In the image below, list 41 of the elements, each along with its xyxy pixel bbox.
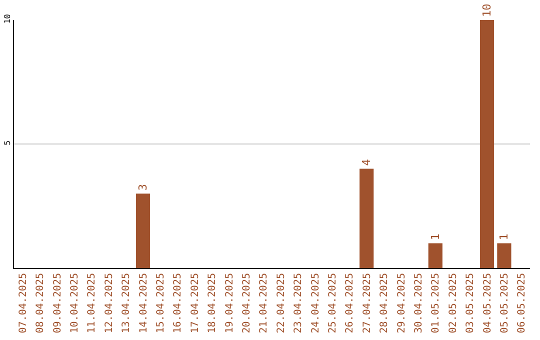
bar [136,194,150,268]
data-label: 1 [498,234,511,240]
x-tick-label: 18.04.2025 [207,273,218,334]
x-tick-label: 24.04.2025 [310,273,322,334]
x-tick-label: 08.04.2025 [35,273,46,334]
x-tick-label: 14.04.2025 [138,273,150,334]
x-tick-label: 28.04.2025 [379,273,390,334]
x-tick-label: 07.04.2025 [18,273,29,334]
x-tick-label: 05.05.2025 [499,273,510,334]
bar [480,20,494,268]
x-tick-label: 22.04.2025 [276,273,287,334]
x-tick-label: 09.04.2025 [52,273,64,334]
x-tick-label: 15.04.2025 [155,273,166,334]
x-tick-label: 01.05.2025 [430,273,442,334]
y-tick-label: 5 [2,140,12,146]
x-tick-label: 27.04.2025 [362,273,373,334]
x-tick-label: 13.04.2025 [121,273,132,334]
bar [428,243,442,268]
x-tick-label: 29.04.2025 [396,273,408,334]
bar [360,168,374,268]
x-tick-label: 19.04.2025 [224,273,236,334]
x-tick-label: 30.04.2025 [413,273,424,334]
x-tick-label: 03.05.2025 [465,273,476,334]
x-tick-label: 04.05.2025 [482,273,494,334]
x-tick-label: 17.04.2025 [190,273,201,334]
x-tick-label: 16.04.2025 [172,273,184,334]
bar [497,243,512,268]
x-tick-label: 11.04.2025 [86,273,98,334]
x-tick-label: 12.04.2025 [104,273,115,334]
x-tick-label: 10.04.2025 [69,273,80,334]
data-label: 3 [136,184,150,191]
x-tick-label: 26.04.2025 [344,273,356,334]
x-tick-label: 23.04.2025 [293,273,304,334]
x-tick-label: 21.04.2025 [258,273,270,334]
data-label: 1 [428,234,442,240]
x-tick-label: 06.05.2025 [516,273,528,334]
data-label: 10 [480,4,494,17]
data-label: 4 [360,158,374,166]
x-tick-label: 20.04.2025 [241,273,252,334]
x-tick-label: 25.04.2025 [327,273,338,334]
x-tick-label: 02.05.2025 [448,273,459,334]
